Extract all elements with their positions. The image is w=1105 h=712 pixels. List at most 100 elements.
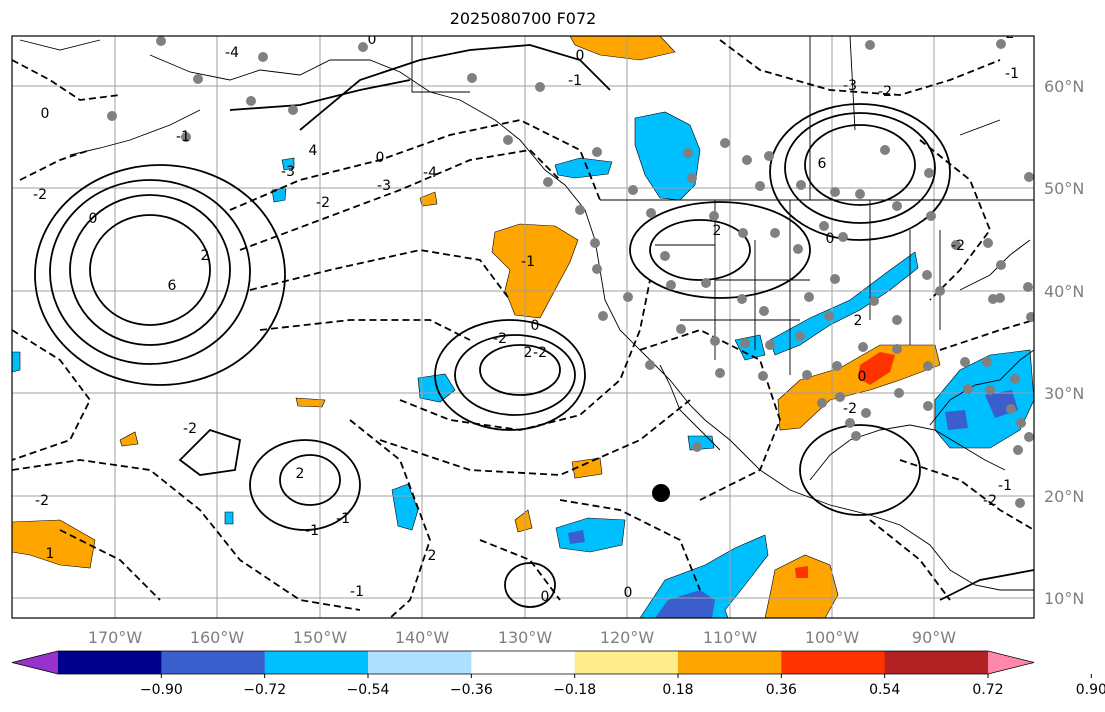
lon-label: 100°W bbox=[805, 628, 860, 647]
contour-label: -1 bbox=[998, 478, 1012, 494]
contour-label: 0 bbox=[858, 369, 867, 385]
contour-label: -1 bbox=[336, 511, 350, 527]
colorbar-tick-label: 0.72 bbox=[972, 682, 1003, 698]
lat-label: 10°N bbox=[1044, 589, 1084, 608]
shade-cyan bbox=[12, 351, 21, 373]
shade-blue bbox=[568, 530, 585, 544]
contour-label: -2 bbox=[183, 421, 197, 437]
contour-label: -1 bbox=[176, 129, 190, 145]
shade-orange bbox=[571, 457, 603, 479]
colorbar-tick-label: −0.72 bbox=[243, 682, 286, 698]
colorbar-segment bbox=[884, 651, 989, 674]
lat-axis-labels: 60°N 50°N 40°N 30°N 20°N 10°N bbox=[1044, 77, 1084, 608]
lon-label: 130°W bbox=[498, 628, 553, 647]
contour-label: 2 bbox=[713, 223, 722, 239]
shade-cyan bbox=[769, 251, 919, 356]
lon-label: 170°W bbox=[88, 628, 143, 647]
colorbar: −0.90 −0.72 −0.54 −0.36 −0.18 0.18 0.36 0.54 0.7… bbox=[11, 650, 1105, 698]
shading-layer bbox=[12, 36, 1034, 618]
map-frame bbox=[11, 35, 1035, 619]
contour-label: -2 bbox=[843, 401, 857, 417]
colorbar-tick-label: −0.90 bbox=[140, 682, 183, 698]
colorbar-segment bbox=[678, 651, 782, 674]
contour-label: 0 bbox=[531, 318, 540, 334]
shade-orange bbox=[514, 509, 533, 533]
contour-label: 2 bbox=[1006, 26, 1015, 42]
contour-label: -3 bbox=[281, 164, 295, 180]
lon-axis-labels: 170°W 160°W 150°W 140°W 130°W 120°W 110°… bbox=[88, 628, 956, 647]
lon-label: 90°W bbox=[912, 628, 956, 647]
contour-label: 2 bbox=[296, 466, 305, 482]
contour-label: 0 bbox=[376, 150, 385, 166]
contour-label: 1 bbox=[46, 546, 55, 562]
contour-label: -1 bbox=[568, 73, 582, 89]
colorbar-tick-label: 0.18 bbox=[662, 682, 693, 698]
lon-label: 160°W bbox=[190, 628, 245, 647]
colorbar-tick-label: −0.36 bbox=[450, 682, 493, 698]
lon-label: 140°W bbox=[395, 628, 450, 647]
shade-orange bbox=[777, 344, 941, 431]
shade-blue bbox=[655, 590, 715, 618]
colorbar-segment bbox=[781, 651, 886, 674]
contour-label: 2 bbox=[201, 248, 210, 264]
contour-label: -2 bbox=[533, 345, 547, 361]
colorbar-segment bbox=[161, 651, 266, 674]
contour-label: -3 bbox=[843, 78, 857, 94]
lat-label: 40°N bbox=[1044, 282, 1084, 301]
contour-label: 0 bbox=[576, 48, 585, 64]
lat-label: 60°N bbox=[1044, 77, 1084, 96]
contour-label: 0 bbox=[89, 211, 98, 227]
colorbar-segment bbox=[264, 651, 369, 674]
gridlines bbox=[12, 36, 1034, 618]
contour-label: 2 bbox=[854, 313, 863, 329]
contours-positive bbox=[34, 44, 1034, 608]
lat-label: 30°N bbox=[1044, 384, 1084, 403]
contour-label: -2 bbox=[951, 238, 965, 254]
contour-label: -1 bbox=[521, 254, 535, 270]
contour-label: 6 bbox=[818, 156, 827, 172]
colorbar-max-extend bbox=[988, 651, 1034, 674]
lon-label: 120°W bbox=[600, 628, 655, 647]
contour-label: -3 bbox=[377, 178, 391, 194]
contour-label: -2 bbox=[316, 195, 330, 211]
shade-orange bbox=[295, 397, 326, 408]
shade-cyan bbox=[554, 157, 613, 179]
lat-label: 20°N bbox=[1044, 487, 1084, 506]
map-title: 2025080700 F072 bbox=[449, 9, 597, 28]
contour-label: -2 bbox=[878, 84, 892, 100]
lon-label: 150°W bbox=[293, 628, 348, 647]
station-dots bbox=[107, 36, 1034, 508]
contour-label: 2 bbox=[428, 548, 437, 564]
shade-red bbox=[858, 352, 895, 385]
coastlines bbox=[19, 36, 1034, 591]
lon-label: 110°W bbox=[703, 628, 758, 647]
shade-orange bbox=[12, 519, 96, 569]
contour-label: 0 bbox=[368, 32, 377, 48]
colorbar-tick-label: −0.18 bbox=[553, 682, 596, 698]
colorbar-min-extend bbox=[12, 651, 58, 674]
colorbar-tick-label: 0.36 bbox=[766, 682, 797, 698]
contour-label: 0 bbox=[826, 231, 835, 247]
shade-cyan bbox=[224, 511, 234, 525]
contour-label: 4 bbox=[309, 143, 318, 159]
shade-cyan bbox=[639, 534, 769, 618]
colorbar-tick-label: −0.54 bbox=[347, 682, 390, 698]
contour-label: -2 bbox=[493, 331, 507, 347]
contour-label: 0 bbox=[624, 585, 633, 601]
colorbar-segment bbox=[368, 651, 472, 674]
colorbar-tick-label: 0.54 bbox=[869, 682, 900, 698]
shade-orange bbox=[119, 431, 139, 447]
colorbar-outline bbox=[11, 650, 1035, 675]
shade-cyan bbox=[271, 187, 287, 203]
shade-blue bbox=[945, 410, 968, 430]
contour-label: -2 bbox=[983, 493, 997, 509]
target-location-marker bbox=[652, 484, 670, 502]
contour-label: -2 bbox=[35, 493, 49, 509]
colorbar-segment bbox=[471, 651, 576, 674]
contours-negative bbox=[12, 39, 1034, 618]
contour-label: -1 bbox=[305, 523, 319, 539]
colorbar-segment bbox=[574, 651, 679, 674]
shade-cyan bbox=[634, 111, 701, 201]
